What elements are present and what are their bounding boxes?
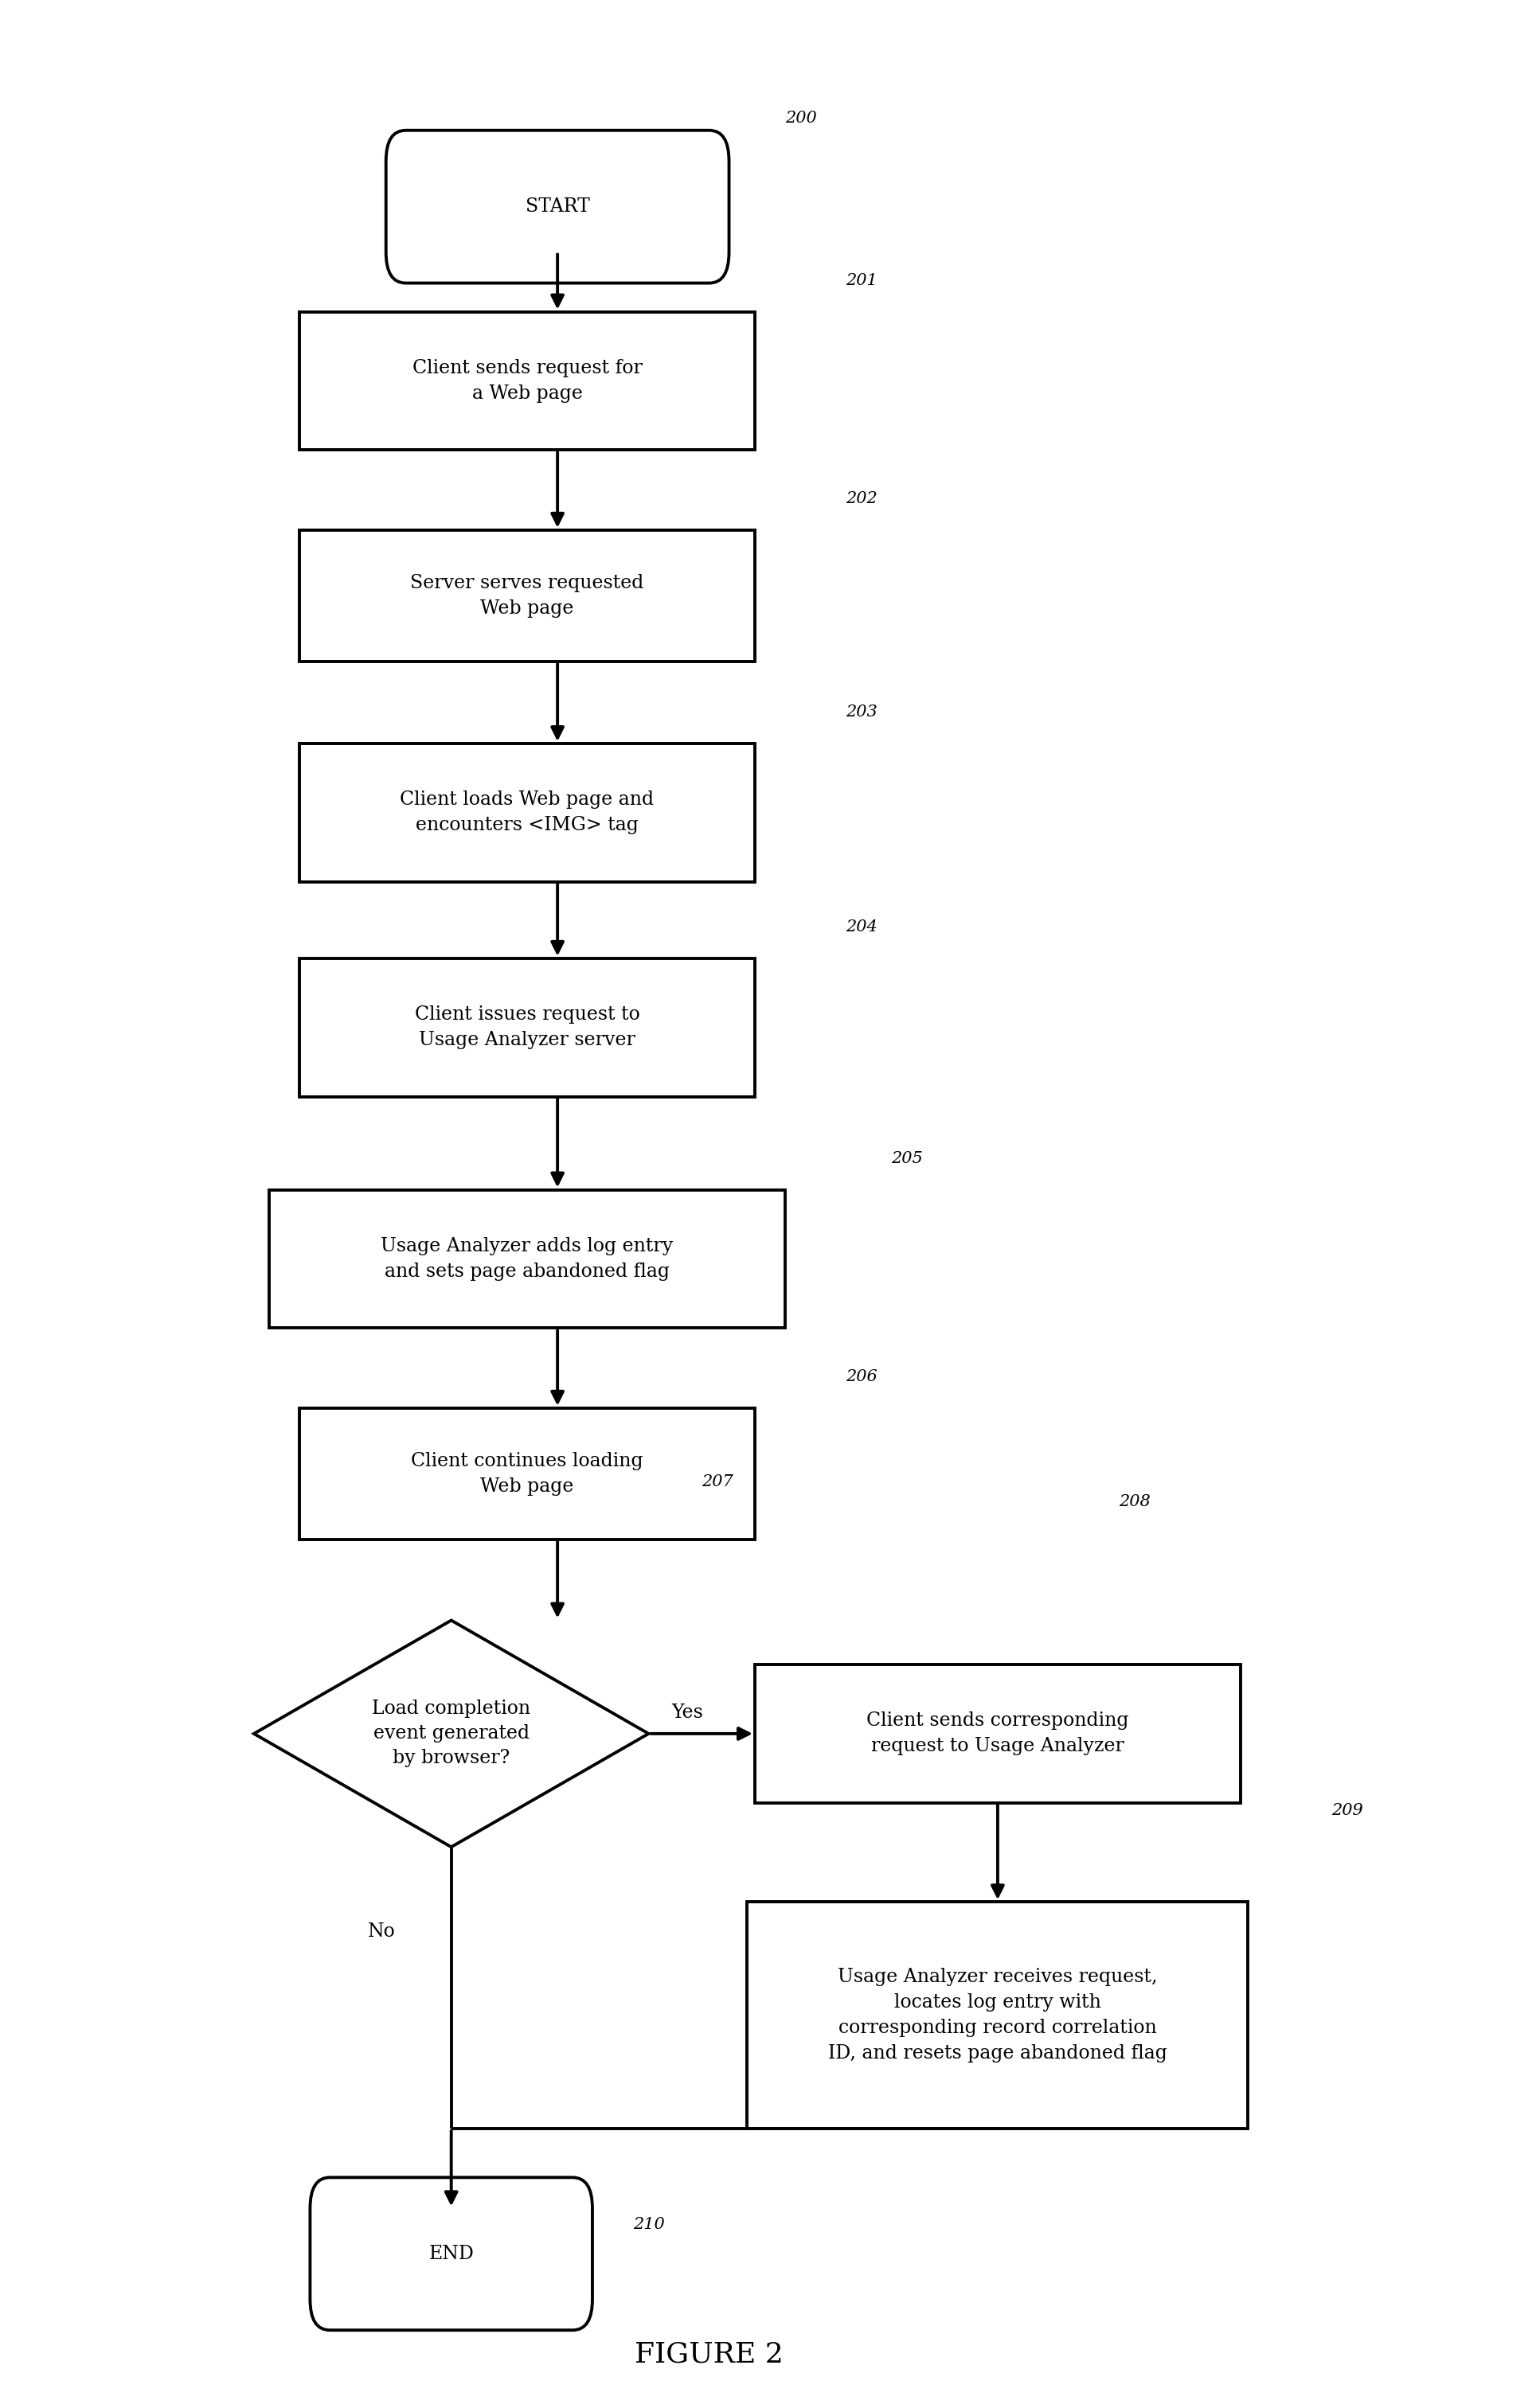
Text: Client issues request to
Usage Analyzer server: Client issues request to Usage Analyzer …	[414, 1007, 639, 1050]
Bar	[747, 1902, 1247, 2129]
Text: 204: 204	[845, 920, 878, 934]
Text: Client loads Web page and
encounters <IMG> tag: Client loads Web page and encounters <IM…	[400, 790, 654, 836]
Bar	[299, 958, 755, 1096]
Text: Client sends request for
a Web page: Client sends request for a Web page	[413, 359, 642, 402]
Text: FIGURE 2: FIGURE 2	[634, 2341, 784, 2367]
Text: 203: 203	[845, 706, 878, 720]
Text: 208: 208	[1120, 1495, 1150, 1510]
Text: Client sends corresponding
request to Usage Analyzer: Client sends corresponding request to Us…	[867, 1712, 1129, 1755]
Text: Server serves requested
Web page: Server serves requested Web page	[410, 573, 644, 616]
Text: Load completion
event generated
by browser?: Load completion event generated by brows…	[373, 1700, 530, 1767]
Text: 209: 209	[1332, 1804, 1363, 1818]
Text: END: END	[428, 2244, 474, 2264]
Polygon shape	[254, 1621, 648, 1847]
Text: 206: 206	[845, 1370, 878, 1385]
Text: Yes: Yes	[671, 1702, 704, 1722]
Bar	[299, 311, 755, 450]
Bar	[270, 1190, 785, 1329]
Text: 201: 201	[845, 272, 878, 289]
Text: Usage Analyzer receives request,
locates log entry with
corresponding record cor: Usage Analyzer receives request, locates…	[829, 1967, 1167, 2064]
Text: START: START	[525, 197, 590, 217]
Bar	[755, 1664, 1241, 1804]
Bar	[299, 530, 755, 662]
Text: 210: 210	[633, 2218, 665, 2232]
Text: Usage Analyzer adds log entry
and sets page abandoned flag: Usage Analyzer adds log entry and sets p…	[380, 1238, 673, 1281]
FancyBboxPatch shape	[310, 2177, 593, 2331]
Bar	[299, 1409, 755, 1539]
Text: 205: 205	[892, 1151, 922, 1165]
Text: 202: 202	[845, 491, 878, 506]
Bar	[299, 744, 755, 881]
Text: No: No	[368, 1922, 396, 1941]
Text: Client continues loading
Web page: Client continues loading Web page	[411, 1452, 644, 1495]
Text: 207: 207	[702, 1474, 733, 1488]
FancyBboxPatch shape	[387, 130, 728, 284]
Text: 200: 200	[785, 111, 816, 125]
